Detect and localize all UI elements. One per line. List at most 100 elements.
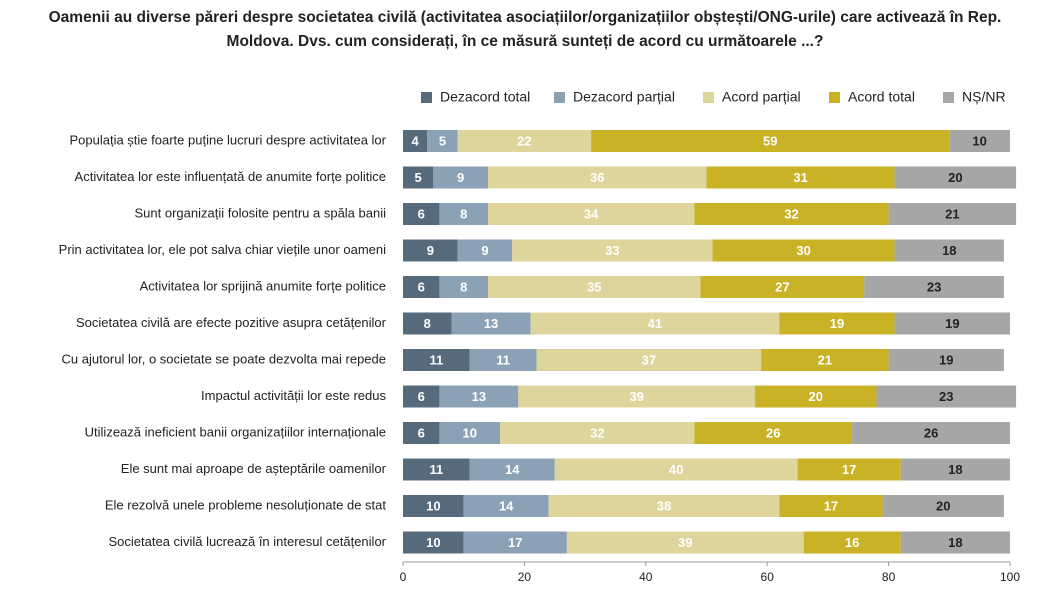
data-label: 8 [424, 316, 431, 331]
bar-segment [463, 495, 549, 517]
bar-segment [403, 531, 464, 554]
data-label: 26 [766, 425, 780, 440]
legend-label: Dezacord total [440, 89, 530, 105]
data-label: 10 [426, 535, 440, 550]
data-label: 19 [945, 316, 959, 331]
data-label: 40 [669, 462, 683, 477]
bar-segment [469, 349, 537, 371]
bar-segment [894, 166, 1017, 189]
data-label: 18 [942, 243, 956, 258]
data-label: 34 [584, 206, 599, 221]
data-label: 38 [657, 498, 671, 513]
data-label: 17 [508, 535, 522, 550]
bar-segment [403, 239, 458, 262]
legend-label: Dezacord parțial [573, 89, 675, 105]
bar-segment [888, 349, 1004, 371]
data-label: 30 [796, 243, 810, 258]
data-label: 36 [590, 170, 604, 185]
bar-segment [427, 130, 458, 152]
data-label: 6 [418, 425, 425, 440]
data-label: 9 [427, 243, 434, 258]
data-label: 8 [460, 279, 467, 294]
data-label: 4 [412, 133, 420, 148]
data-label: 14 [505, 462, 520, 477]
data-label: 13 [472, 389, 486, 404]
data-label: 32 [784, 206, 798, 221]
bar-segment [694, 203, 889, 225]
bar-segment [712, 239, 895, 262]
data-label: 37 [642, 352, 656, 367]
data-label: 10 [463, 425, 477, 440]
bar-segment [457, 130, 592, 152]
data-label: 20 [948, 170, 962, 185]
data-label: 21 [818, 352, 832, 367]
bar-segment [894, 312, 1010, 335]
y-tick-label: Cu ajutorul lor, o societate se poate de… [62, 351, 386, 366]
y-tick-label: Impactul activității lor este redus [201, 388, 386, 403]
legend-swatch [829, 92, 840, 103]
data-label: 8 [460, 206, 467, 221]
bar-segment [500, 422, 695, 444]
data-label: 10 [426, 498, 440, 513]
bar-segment [888, 203, 1017, 225]
data-label: 20 [936, 498, 950, 513]
data-label: 19 [830, 316, 844, 331]
bar-segment [518, 385, 756, 408]
data-label: 19 [939, 352, 953, 367]
bar-segment [487, 166, 707, 189]
data-label: 26 [924, 425, 938, 440]
x-tick-label: 80 [882, 570, 896, 584]
bar-segment [403, 203, 440, 225]
bar-segment [403, 495, 464, 517]
bar-segment [876, 385, 1017, 408]
data-label: 14 [499, 498, 514, 513]
data-label: 17 [842, 462, 856, 477]
data-label: 13 [484, 316, 498, 331]
data-label: 16 [845, 535, 859, 550]
bar-segment [530, 312, 780, 335]
y-tick-label: Populația știe foarte puține lucruri des… [69, 132, 386, 147]
data-label: 6 [418, 206, 425, 221]
bar-segment [403, 349, 470, 371]
data-label: 11 [496, 352, 510, 367]
bar-segment [403, 422, 440, 444]
bar-segment [779, 312, 895, 335]
y-tick-label: Activitatea lor este influențată de anum… [75, 169, 386, 184]
legend-swatch [703, 92, 714, 103]
x-tick-label: 20 [518, 570, 532, 584]
bar-segment [439, 385, 519, 408]
bar-segment [487, 203, 695, 225]
bar-segment [803, 531, 901, 554]
data-label: 27 [775, 279, 789, 294]
data-label: 23 [927, 279, 941, 294]
bar-segment [433, 166, 488, 189]
legend-label: Acord parțial [722, 89, 801, 105]
x-tick-label: 100 [1000, 570, 1020, 584]
data-label: 10 [972, 133, 986, 148]
data-label: 39 [678, 535, 692, 550]
legend-label: Acord total [848, 89, 915, 105]
bar-segment [403, 166, 434, 189]
legend-swatch [554, 92, 565, 103]
bar-segment [700, 276, 865, 298]
bar-segment [706, 166, 895, 189]
data-label: 32 [590, 425, 604, 440]
x-tick-label: 40 [639, 570, 653, 584]
data-label: 33 [605, 243, 619, 258]
y-tick-label: Societatea civilă are efecte pozitive as… [76, 315, 387, 330]
bar-segment [548, 495, 780, 517]
y-tick-label: Prin activitatea lor, ele pot salva chia… [59, 242, 386, 257]
data-label: 18 [948, 462, 962, 477]
data-label: 22 [517, 133, 531, 148]
bar-segment [761, 349, 889, 371]
bar-segment [403, 312, 452, 335]
data-label: 59 [763, 133, 777, 148]
data-label: 35 [587, 279, 601, 294]
bar-segment [864, 276, 1004, 298]
data-label: 17 [824, 498, 838, 513]
bar-segment [566, 531, 804, 554]
data-label: 21 [945, 206, 959, 221]
bar-segment [487, 276, 701, 298]
